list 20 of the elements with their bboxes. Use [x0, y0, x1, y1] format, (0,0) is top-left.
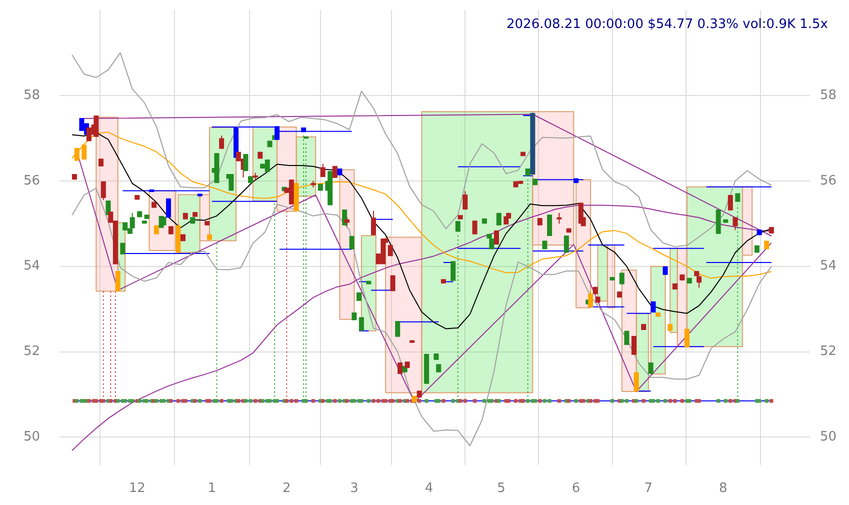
y2-tick-label: 58 [820, 88, 837, 103]
y-tick-label: 52 [23, 344, 40, 360]
y-tick-label: 56 [23, 173, 40, 188]
x-tick-label: 7 [644, 481, 653, 496]
x-tick-label: 5 [497, 481, 506, 496]
text: 2026.08.21 00:00:00 $54.77 0.33% vol:0.9K 1.5x [506, 17, 828, 33]
x-tick-label: 1 [208, 481, 216, 496]
y2-tick-label: 56 [820, 173, 837, 188]
y-tick-label: 54 [23, 258, 40, 274]
x-tick-label: 3 [350, 481, 358, 496]
y2-tick-label: 52 [820, 344, 837, 360]
y-tick-label: 58 [23, 88, 40, 103]
y2-tick-label: 54 [820, 258, 837, 274]
y2-tick-label: 50 [820, 430, 837, 445]
x-tick-label: 4 [424, 481, 434, 496]
x-tick-label: 6 [572, 481, 580, 496]
x-tick-label: 2 [282, 481, 291, 496]
x-tick-label: 12 [128, 481, 146, 496]
y-tick-label: 50 [23, 430, 40, 445]
x-tick-label: 8 [719, 481, 728, 496]
